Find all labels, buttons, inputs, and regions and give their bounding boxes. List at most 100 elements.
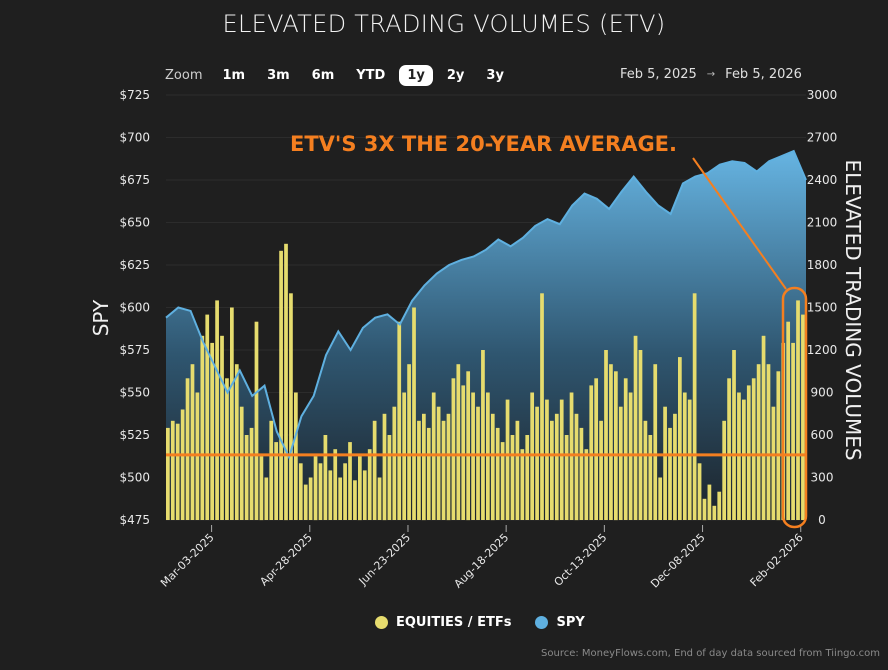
x-axis: Mar-03-2025 Apr-28-2025 Jun-23-2025 Aug-18-… — [158, 525, 806, 591]
equities-bar — [653, 364, 658, 520]
x-tick-label: Oct-13-2025 — [552, 531, 610, 589]
equities-bar — [510, 435, 515, 520]
equities-bar — [673, 413, 677, 521]
x-tick-label: Apr-28-2025 — [257, 531, 314, 588]
equities-bar — [343, 463, 347, 520]
equities-bar — [500, 442, 505, 520]
equities-bar — [461, 385, 466, 520]
equities-bar — [441, 420, 446, 520]
equities-bar — [220, 335, 224, 520]
zoom-ytd-button[interactable]: YTD — [356, 68, 386, 83]
date-range: Feb 5, 2025 → Feb 5, 2026 — [620, 67, 802, 82]
equities-bar — [505, 399, 510, 520]
equities-bar — [436, 406, 441, 520]
equities-bar — [766, 364, 771, 520]
arrow-right-icon: → — [706, 69, 716, 80]
equities-bar — [249, 427, 254, 520]
left-tick-label: $475 — [119, 513, 150, 527]
equities-bar — [269, 420, 274, 520]
date-from-input[interactable]: Feb 5, 2025 — [620, 67, 697, 82]
left-tick-label: $500 — [119, 471, 150, 485]
equities-bar — [377, 477, 382, 520]
zoom-label: Zoom — [165, 68, 203, 83]
equities-bar — [712, 505, 717, 520]
right-tick-label: 900 — [811, 386, 834, 400]
equities-bar — [358, 456, 362, 521]
equities-bar — [446, 413, 451, 521]
equities-bar — [771, 406, 776, 520]
left-tick-label: $650 — [119, 216, 150, 230]
equities-bar — [318, 463, 323, 520]
equities-bar — [550, 420, 554, 520]
equities-bar — [234, 364, 239, 520]
left-tick-label: $575 — [119, 343, 150, 357]
equities-bar — [313, 456, 318, 521]
right-tick-label: 600 — [811, 428, 834, 442]
equities-bar — [274, 442, 279, 520]
zoom-3y-button[interactable]: 3y — [486, 68, 504, 83]
equities-bar — [476, 406, 480, 520]
equities-bar — [520, 449, 525, 520]
equities-dot-icon — [375, 616, 388, 629]
equities-bar — [190, 364, 195, 520]
equities-bar — [225, 378, 229, 520]
right-tick-label: 2100 — [807, 216, 838, 230]
equities-bar — [732, 350, 736, 520]
zoom-6m-button[interactable]: 6m — [311, 68, 335, 83]
zoom-3m-button[interactable]: 3m — [267, 68, 290, 83]
equities-bar — [481, 350, 485, 520]
left-axis: $725 $700 $675 $650 $625 $600 $575 $550 $525 $500… — [119, 88, 150, 527]
equities-bar — [239, 406, 244, 520]
equities-bar — [185, 378, 190, 520]
equities-bar — [422, 413, 426, 521]
source-note: Source: MoneyFlows.com, End of day data … — [541, 648, 880, 659]
equities-bar — [515, 420, 520, 520]
equities-bar — [545, 399, 549, 520]
equities-bar — [594, 378, 599, 520]
equities-bar — [451, 378, 456, 520]
legend-item-equities[interactable]: EQUITIES / ETFs — [375, 615, 511, 630]
zoom-1y-button[interactable]: 1y — [399, 65, 433, 86]
equities-bar — [490, 413, 495, 521]
left-tick-label: $600 — [119, 301, 150, 315]
equities-bar — [687, 399, 692, 520]
date-to-input[interactable]: Feb 5, 2026 — [725, 67, 802, 82]
equities-bar — [166, 427, 170, 520]
equities-bar — [382, 413, 387, 521]
equities-bar — [579, 427, 584, 520]
annotation-text: ETV'S 3X THE 20-YEAR AVERAGE. — [290, 132, 677, 156]
equities-bar — [643, 420, 648, 520]
right-tick-label: 1200 — [807, 343, 838, 357]
equities-bar — [751, 378, 756, 520]
equities-bar — [348, 442, 352, 520]
equities-bar — [412, 307, 416, 520]
equities-bar — [791, 342, 795, 520]
equities-bar — [303, 484, 308, 520]
equities-bar — [559, 399, 564, 520]
legend-label: EQUITIES / ETFs — [396, 615, 512, 630]
left-tick-label: $550 — [119, 386, 150, 400]
equities-bar — [353, 480, 357, 520]
legend-item-spy[interactable]: SPY — [535, 615, 585, 630]
right-tick-label: 2400 — [807, 173, 838, 187]
left-tick-label: $675 — [119, 173, 150, 187]
annotation-pointer — [692, 157, 787, 290]
equities-bar — [648, 435, 653, 520]
equities-bar — [362, 470, 367, 520]
legend: EQUITIES / ETFs SPY — [375, 615, 585, 630]
zoom-1m-button[interactable]: 1m — [222, 68, 246, 83]
equities-bar — [259, 456, 264, 521]
equities-bar — [338, 477, 343, 520]
equities-bar — [279, 250, 283, 521]
equities-bar — [540, 293, 544, 520]
equities-bar — [564, 435, 569, 520]
zoom-2y-button[interactable]: 2y — [446, 68, 465, 83]
equities-bar — [215, 300, 219, 520]
equities-bar — [722, 420, 727, 520]
equities-bar — [456, 364, 461, 520]
right-tick-label: 1500 — [807, 301, 838, 315]
equities-bar — [264, 477, 269, 520]
equities-bar — [623, 378, 628, 520]
